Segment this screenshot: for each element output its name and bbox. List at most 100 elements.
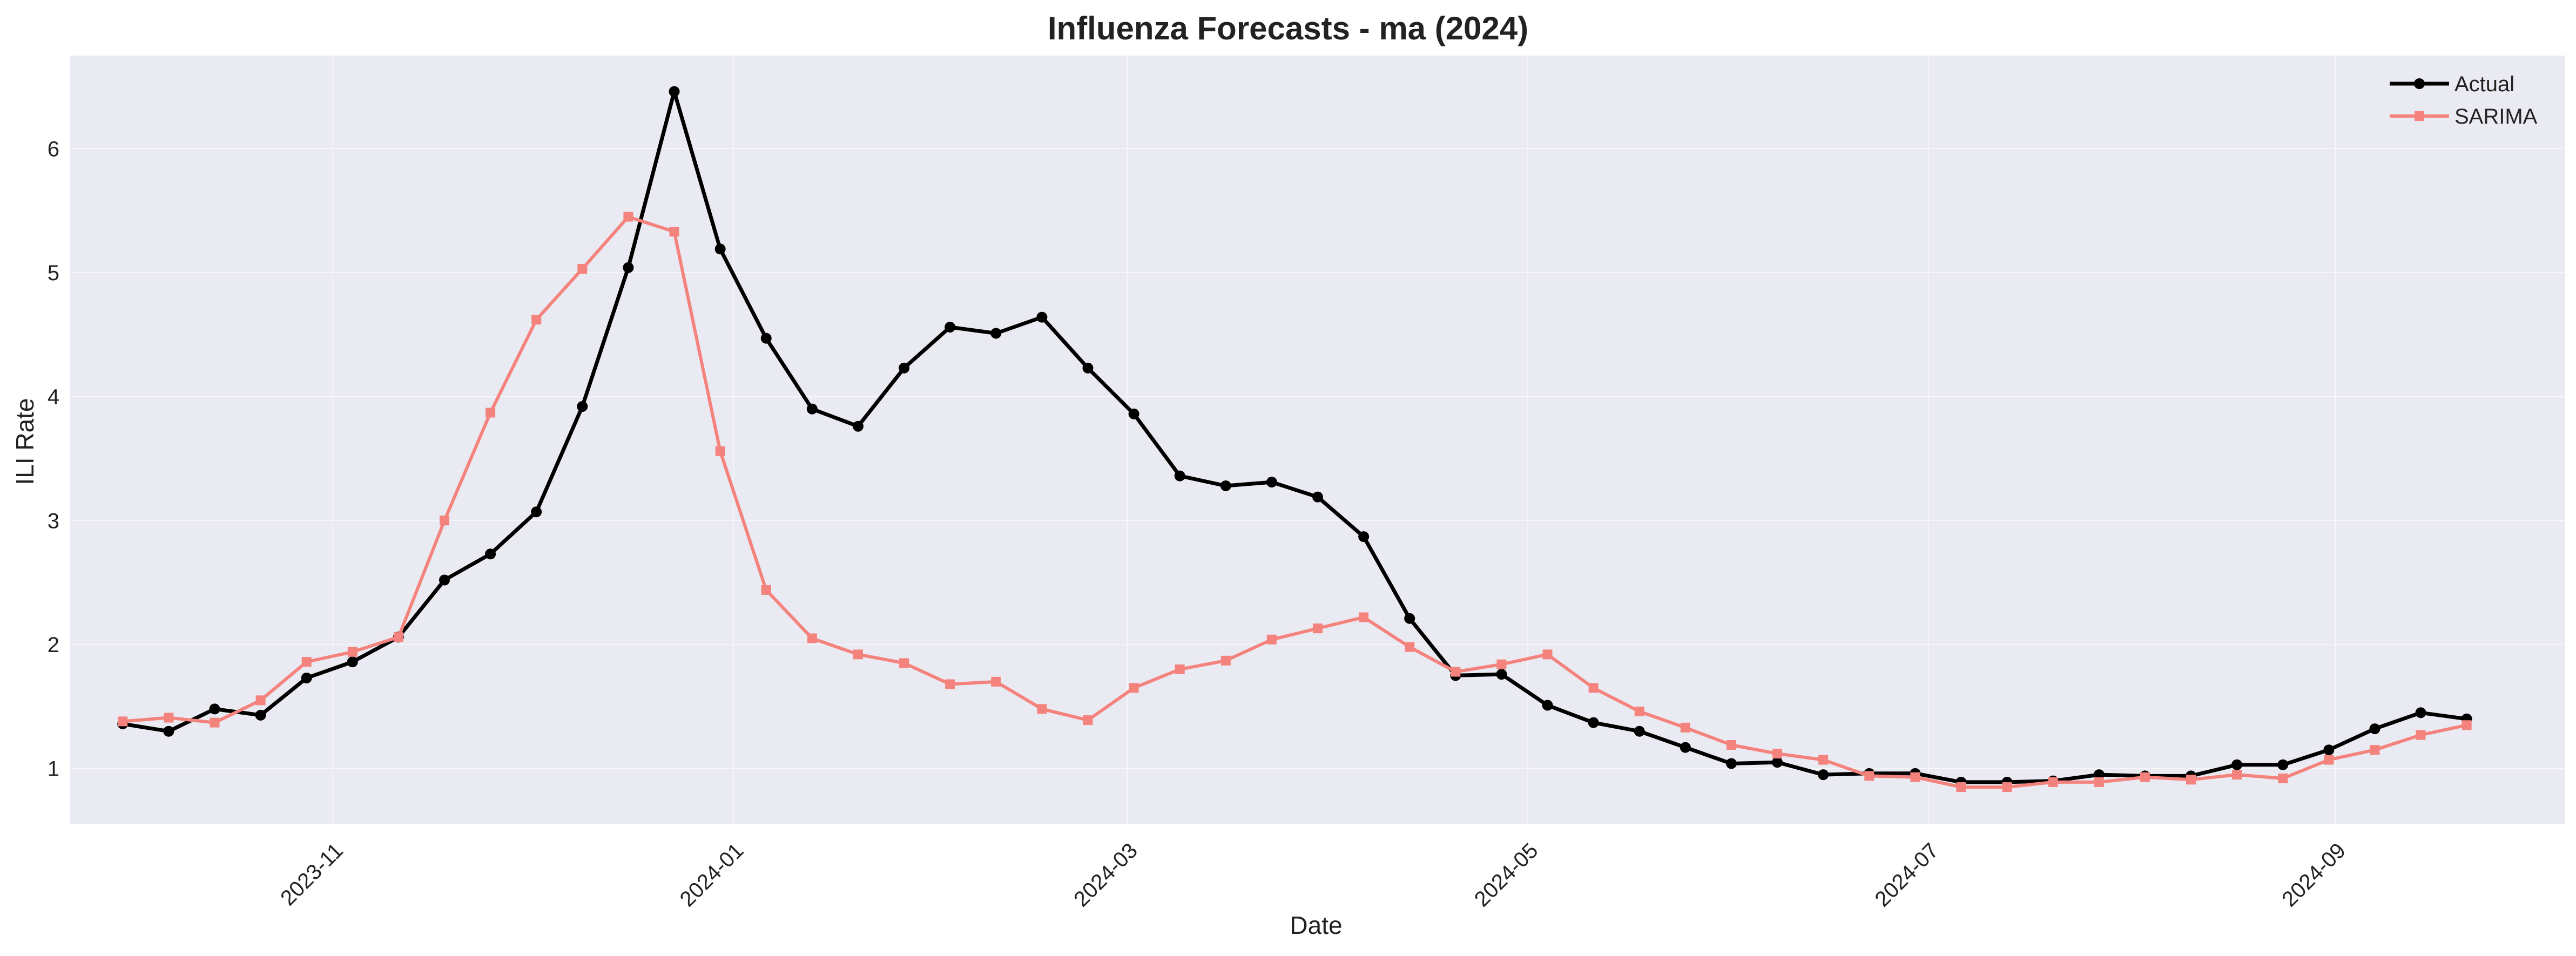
data-point bbox=[2002, 782, 2012, 792]
data-point bbox=[118, 716, 128, 727]
data-point bbox=[1588, 683, 1599, 693]
data-point bbox=[1864, 771, 1874, 781]
data-point bbox=[1174, 470, 1185, 482]
data-point bbox=[2186, 775, 2196, 785]
data-point bbox=[669, 227, 679, 237]
legend-label: SARIMA bbox=[2454, 105, 2538, 128]
data-point bbox=[623, 212, 633, 222]
data-point bbox=[1956, 782, 1966, 792]
data-point bbox=[853, 649, 863, 660]
data-point bbox=[1036, 311, 1048, 323]
data-point bbox=[2324, 755, 2334, 765]
x-tick-label: 2023-11 bbox=[276, 838, 348, 910]
data-point bbox=[393, 632, 403, 642]
data-point bbox=[2323, 744, 2335, 756]
x-tick-label: 2024-05 bbox=[1470, 838, 1543, 911]
data-point bbox=[623, 262, 634, 273]
series-layer bbox=[117, 86, 2472, 792]
data-point bbox=[1451, 667, 1461, 677]
data-point bbox=[1359, 612, 1369, 622]
data-point bbox=[1725, 758, 1737, 769]
data-point bbox=[1680, 722, 1690, 733]
legend-item-actual: Actual bbox=[2390, 72, 2514, 96]
data-point bbox=[852, 421, 864, 432]
data-point bbox=[1405, 642, 1415, 652]
data-point bbox=[760, 333, 772, 344]
data-point bbox=[255, 695, 266, 706]
data-point bbox=[1818, 755, 1829, 765]
data-point bbox=[577, 264, 588, 274]
data-point bbox=[2231, 759, 2243, 770]
data-point bbox=[2232, 770, 2242, 780]
data-point bbox=[1404, 613, 1415, 624]
data-point bbox=[2277, 759, 2289, 770]
data-point bbox=[715, 446, 725, 456]
data-point bbox=[2462, 720, 2472, 730]
data-point bbox=[163, 726, 174, 737]
data-point bbox=[485, 408, 496, 418]
data-point bbox=[1542, 649, 1553, 660]
data-point bbox=[2370, 745, 2380, 755]
x-tick-label: 2024-09 bbox=[2277, 838, 2350, 911]
data-point bbox=[669, 86, 680, 97]
data-point bbox=[945, 321, 956, 333]
y-tick-label: 6 bbox=[48, 137, 59, 161]
legend-marker bbox=[2415, 111, 2424, 121]
x-tick-label: 2024-01 bbox=[676, 838, 748, 911]
data-point bbox=[2416, 730, 2426, 740]
x-axis-ticks: 2023-11 2024-01 2024-03 2024-05 2024-07 2024-… bbox=[276, 838, 2350, 911]
data-point bbox=[347, 656, 358, 668]
y-axis-label: ILI Rate bbox=[11, 398, 39, 485]
data-point bbox=[2278, 774, 2288, 784]
data-point bbox=[1634, 706, 1644, 716]
y-tick-label: 1 bbox=[48, 757, 59, 781]
data-point bbox=[899, 658, 909, 668]
y-axis-ticks: 1 2 3 4 5 6 bbox=[48, 137, 59, 781]
data-point bbox=[2369, 723, 2381, 735]
data-point bbox=[1266, 477, 1277, 488]
data-point bbox=[807, 633, 817, 643]
legend: Actual SARIMA bbox=[2390, 72, 2538, 128]
data-point bbox=[1128, 408, 1139, 419]
data-point bbox=[577, 401, 588, 412]
data-point bbox=[1542, 700, 1553, 711]
data-point bbox=[531, 506, 542, 518]
data-point bbox=[164, 713, 174, 723]
plot-area bbox=[70, 56, 2565, 824]
legend-marker bbox=[2414, 78, 2425, 89]
data-point bbox=[1588, 717, 1599, 728]
legend-label: Actual bbox=[2454, 72, 2514, 96]
data-point bbox=[2140, 772, 2150, 782]
data-point bbox=[1772, 757, 1783, 768]
data-point bbox=[209, 703, 220, 715]
data-point bbox=[301, 657, 312, 667]
data-point bbox=[1496, 659, 1507, 669]
x-tick-label: 2024-03 bbox=[1069, 838, 1142, 911]
data-point bbox=[2094, 777, 2104, 787]
data-point bbox=[1358, 531, 1370, 543]
data-point bbox=[255, 709, 266, 721]
data-point bbox=[301, 672, 312, 683]
data-point bbox=[531, 315, 542, 325]
data-point bbox=[1496, 669, 1507, 680]
data-point bbox=[1082, 362, 1094, 374]
data-point bbox=[945, 679, 955, 689]
data-point bbox=[210, 717, 220, 728]
series-sarima bbox=[118, 212, 2472, 792]
chart-title: Influenza Forecasts - ma (2024) bbox=[1048, 10, 1528, 46]
y-tick-label: 5 bbox=[48, 261, 59, 285]
data-point bbox=[485, 548, 496, 560]
data-point bbox=[1910, 772, 1920, 782]
y-tick-label: 3 bbox=[48, 509, 59, 533]
grid bbox=[70, 56, 2565, 824]
y-tick-label: 2 bbox=[48, 633, 59, 657]
data-point bbox=[1266, 634, 1277, 645]
data-point bbox=[2048, 777, 2058, 787]
data-point bbox=[439, 574, 450, 586]
data-point bbox=[1037, 704, 1047, 714]
data-point bbox=[2415, 707, 2426, 718]
data-point bbox=[1772, 749, 1783, 759]
data-point bbox=[990, 328, 1002, 339]
